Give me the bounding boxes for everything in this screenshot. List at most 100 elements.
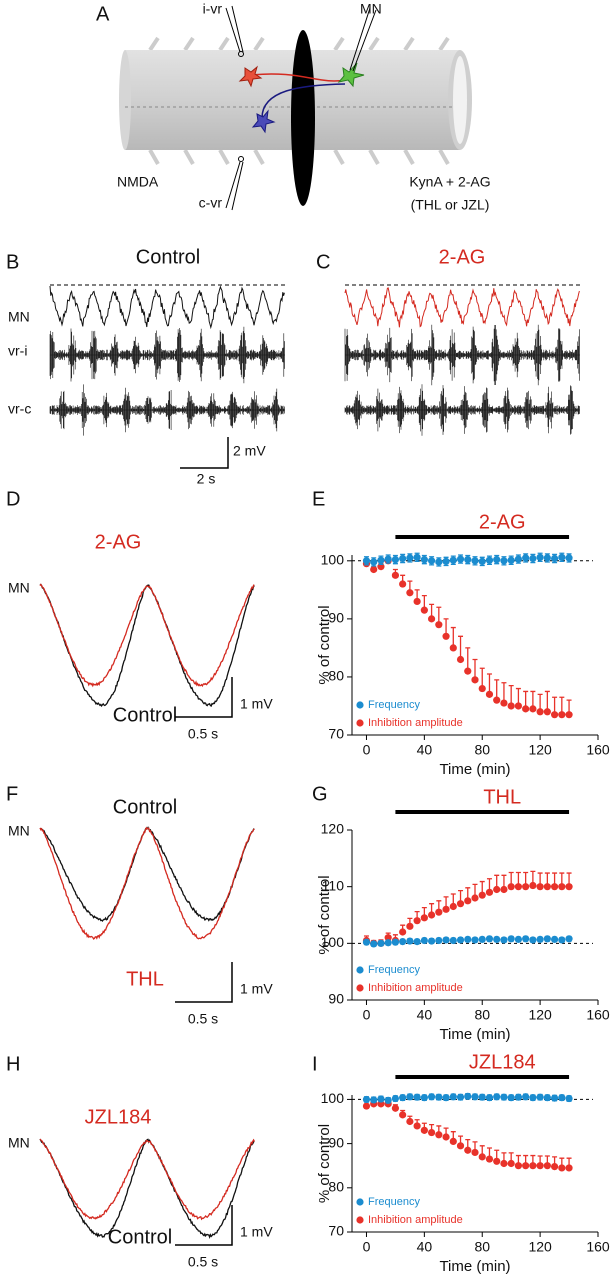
data-point — [478, 684, 486, 693]
control-label: Control — [108, 1226, 172, 1248]
data-point — [456, 900, 465, 908]
data-point — [370, 565, 378, 574]
y-axis-label: % of control — [316, 1124, 333, 1203]
data-point — [500, 557, 508, 565]
data-point — [536, 883, 544, 891]
legend-label: Inhibition amplitude — [368, 717, 463, 729]
trace-label: MN — [8, 1135, 30, 1151]
data-point — [522, 883, 530, 891]
y-tick-label: 100 — [321, 552, 345, 568]
data-point — [550, 883, 559, 891]
data-point — [471, 894, 479, 902]
data-point — [420, 936, 428, 945]
data-point — [427, 615, 436, 623]
x-axis-label: Time (min) — [439, 1258, 510, 1275]
data-point — [493, 556, 501, 564]
axon — [251, 73, 346, 82]
data-point — [449, 644, 457, 652]
y-tick-label: 70 — [328, 1223, 344, 1239]
data-point — [456, 1142, 465, 1150]
data-point — [500, 936, 508, 944]
data-point — [514, 1162, 523, 1170]
data-point — [507, 1159, 515, 1168]
data-point — [420, 1126, 428, 1134]
spinal-cord-diagram — [119, 5, 472, 211]
roots — [148, 36, 450, 165]
data-point — [543, 1094, 551, 1102]
data-point — [478, 1093, 486, 1101]
data-point — [500, 885, 508, 894]
y-tick-label: 80 — [328, 668, 344, 684]
legend-marker — [356, 966, 364, 974]
data-point — [514, 935, 523, 943]
data-point — [529, 1094, 537, 1102]
data-point — [399, 1094, 407, 1102]
chart-title: JZL184 — [469, 1051, 536, 1073]
data-point — [529, 1162, 537, 1170]
x-axis-label: Time (min) — [439, 761, 510, 778]
data-point — [391, 1094, 400, 1103]
data-point — [558, 883, 566, 891]
scale-label: 2 mV — [233, 443, 266, 459]
data-point — [464, 1092, 472, 1100]
panel-label: D — [6, 488, 20, 510]
data-point — [456, 936, 465, 944]
data-point — [558, 936, 566, 944]
data-point — [384, 1096, 392, 1104]
data-point — [543, 883, 551, 891]
trace-title: Control — [136, 246, 200, 268]
chart-title: 2-AG — [479, 511, 526, 533]
data-point — [406, 554, 414, 562]
error-bar — [458, 635, 464, 660]
scale-label: 0.5 s — [188, 1254, 218, 1270]
data-point — [362, 938, 371, 946]
data-point — [399, 580, 407, 588]
data-point — [522, 1162, 530, 1170]
y-tick-label: 100 — [321, 1090, 345, 1106]
data-point — [493, 1093, 501, 1101]
data-point — [420, 606, 428, 614]
electrode-label: c-vr — [199, 195, 223, 211]
data-point — [399, 928, 407, 936]
axon — [261, 83, 346, 119]
data-point — [377, 1095, 385, 1103]
data-point — [478, 1153, 486, 1161]
data-point — [442, 905, 450, 913]
bath-label: NMDA — [117, 174, 159, 190]
data-point — [406, 937, 414, 945]
data-point — [565, 554, 573, 562]
vr-trace — [344, 324, 580, 386]
data-point — [529, 881, 537, 890]
data-point — [529, 554, 537, 563]
x-tick-label: 0 — [363, 1239, 371, 1255]
data-point — [435, 1131, 443, 1139]
data-point — [442, 1133, 450, 1141]
panel-label: E — [312, 488, 325, 510]
x-tick-label: 160 — [586, 742, 610, 758]
data-point — [399, 554, 407, 563]
panel-label: G — [312, 783, 328, 805]
data-point — [456, 1093, 465, 1101]
data-point — [413, 1093, 421, 1101]
x-tick-label: 40 — [417, 742, 433, 758]
overlay-trace — [39, 1138, 255, 1240]
scale-bar — [180, 437, 229, 469]
data-point — [391, 938, 400, 946]
x-tick-label: 0 — [363, 1007, 371, 1023]
data-point — [464, 935, 472, 943]
trace-label: vr-c — [8, 401, 31, 417]
data-point — [362, 1102, 371, 1110]
data-point — [442, 632, 450, 640]
data-point — [413, 938, 421, 946]
legend-label: Frequency — [368, 1196, 420, 1208]
data-point — [565, 883, 573, 891]
data-point — [485, 690, 494, 698]
scale-bar — [175, 1205, 233, 1246]
y-tick-label: 90 — [328, 991, 344, 1007]
data-point — [471, 557, 479, 565]
data-point — [449, 556, 457, 564]
data-point — [442, 1094, 450, 1102]
inhibitory-neuron — [238, 65, 263, 88]
data-point — [456, 655, 465, 664]
x-tick-label: 120 — [528, 1007, 552, 1023]
